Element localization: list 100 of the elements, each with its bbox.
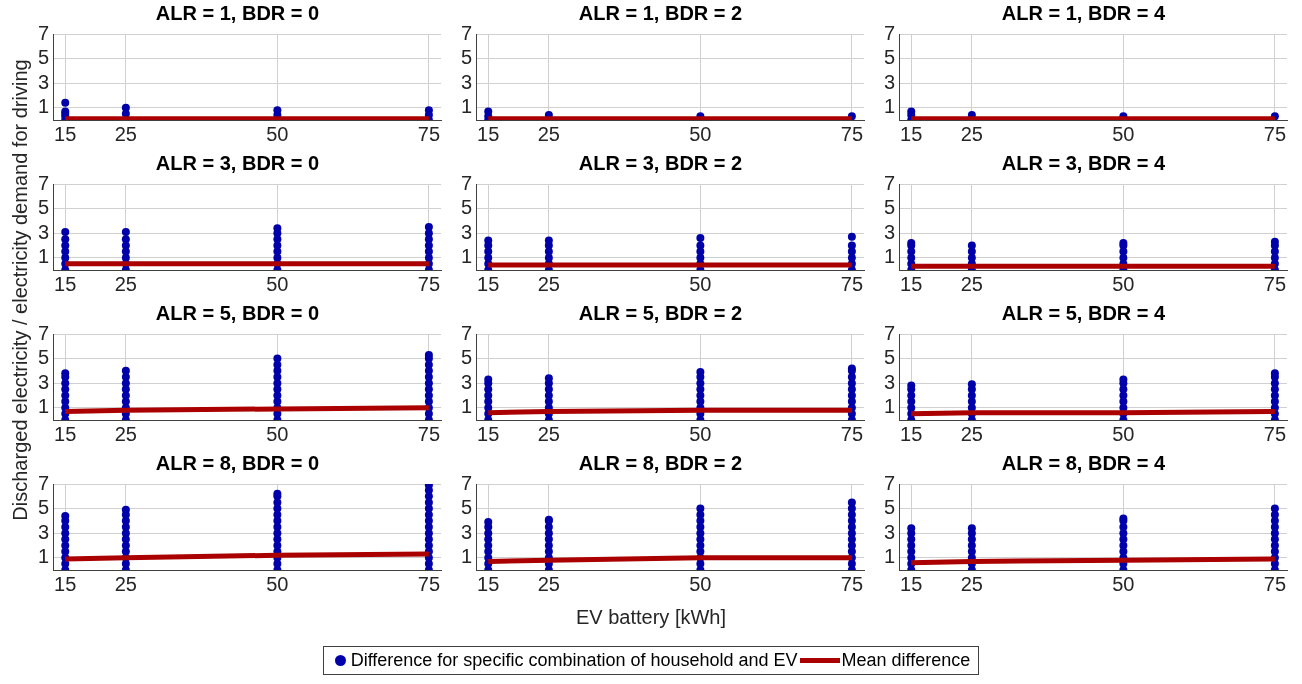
chart-title: ALR = 3, BDR = 2	[578, 151, 743, 174]
x-tick-label: 15	[477, 572, 500, 595]
x-tick-label: 25	[114, 422, 137, 445]
y-tick-label: 1	[884, 95, 896, 118]
y-tick-label: 5	[884, 346, 896, 369]
x-tick-label: 50	[1112, 422, 1135, 445]
y-tick-label: 7	[884, 471, 896, 494]
y-axis-title: Discharged electricity / electricity demand for driving	[8, 59, 32, 521]
x-tick-label: 25	[960, 572, 983, 595]
y-tick-label: 5	[884, 496, 896, 519]
chart-title: ALR = 5, BDR = 2	[578, 301, 743, 324]
x-tick-label: 75	[1263, 122, 1286, 145]
y-tick-label: 1	[461, 95, 473, 118]
y-tick-label: 1	[884, 395, 896, 418]
x-tick-label: 75	[417, 272, 440, 295]
y-tick-label: 3	[461, 370, 473, 393]
y-tick-label: 1	[38, 95, 50, 118]
x-tick-label: 75	[840, 122, 863, 145]
x-tick-label: 25	[114, 122, 137, 145]
x-tick-label: 25	[537, 572, 560, 595]
y-tick-label: 5	[461, 346, 473, 369]
chart-title: ALR = 3, BDR = 4	[1001, 151, 1167, 174]
x-tick-label: 50	[266, 572, 289, 595]
y-tick-label: 7	[38, 321, 50, 344]
x-tick-label: 50	[689, 122, 712, 145]
chart-title: ALR = 1, BDR = 4	[1001, 1, 1167, 24]
x-tick-label: 50	[266, 272, 289, 295]
y-tick-label: 3	[38, 220, 50, 243]
y-tick-label: 3	[38, 370, 50, 393]
y-tick-label: 3	[884, 520, 896, 543]
x-axis-title: EV battery [kWh]	[574, 606, 728, 629]
y-tick-label: 1	[38, 545, 50, 568]
y-tick-label: 3	[884, 70, 896, 93]
y-tick-label: 3	[884, 370, 896, 393]
x-tick-label: 25	[537, 422, 560, 445]
y-tick-label: 3	[461, 520, 473, 543]
chart-title: ALR = 1, BDR = 0	[155, 1, 320, 24]
x-tick-label: 25	[537, 122, 560, 145]
y-tick-label: 5	[884, 196, 896, 219]
y-tick-label: 1	[38, 395, 50, 418]
y-tick-label: 3	[884, 220, 896, 243]
x-tick-label: 15	[477, 422, 500, 445]
y-tick-label: 7	[884, 171, 896, 194]
y-tick-label: 3	[461, 70, 473, 93]
x-tick-label: 50	[1112, 572, 1135, 595]
chart-title: ALR = 5, BDR = 0	[155, 301, 320, 324]
y-tick-label: 5	[38, 196, 50, 219]
chart-title: ALR = 1, BDR = 2	[578, 1, 743, 24]
x-tick-label: 75	[417, 422, 440, 445]
y-tick-label: 5	[38, 46, 50, 69]
x-tick-label: 25	[960, 422, 983, 445]
y-tick-label: 5	[461, 46, 473, 69]
y-tick-label: 1	[884, 545, 896, 568]
x-tick-label: 25	[537, 272, 560, 295]
x-tick-label: 50	[689, 272, 712, 295]
y-tick-label: 7	[461, 471, 473, 494]
x-tick-label: 75	[1263, 422, 1286, 445]
x-tick-label: 25	[114, 572, 137, 595]
y-tick-label: 1	[461, 395, 473, 418]
chart-title: ALR = 8, BDR = 2	[578, 451, 743, 474]
legend-label: Mean difference	[841, 650, 971, 671]
x-tick-label: 75	[840, 572, 863, 595]
x-tick-label: 15	[900, 422, 923, 445]
y-tick-label: 3	[461, 220, 473, 243]
y-tick-label: 1	[461, 545, 473, 568]
x-tick-label: 50	[1112, 272, 1135, 295]
x-tick-label: 50	[689, 422, 712, 445]
x-tick-label: 15	[54, 572, 77, 595]
y-tick-label: 7	[38, 471, 50, 494]
y-tick-label: 7	[461, 171, 473, 194]
legend-label: Difference for specific combination of household and EV	[350, 650, 798, 671]
x-tick-label: 15	[900, 272, 923, 295]
chart-title: ALR = 5, BDR = 4	[1001, 301, 1167, 324]
x-tick-label: 75	[840, 422, 863, 445]
x-tick-label: 75	[1263, 572, 1286, 595]
y-tick-label: 1	[461, 245, 473, 268]
x-tick-label: 75	[417, 122, 440, 145]
chart-title: ALR = 3, BDR = 0	[155, 151, 320, 174]
y-tick-label: 3	[38, 520, 50, 543]
y-tick-label: 3	[38, 70, 50, 93]
x-tick-label: 50	[1112, 122, 1135, 145]
y-tick-label: 1	[884, 245, 896, 268]
y-tick-label: 7	[461, 321, 473, 344]
y-tick-label: 5	[884, 46, 896, 69]
x-tick-label: 75	[1263, 272, 1286, 295]
y-tick-label: 5	[38, 346, 50, 369]
x-tick-label: 50	[689, 572, 712, 595]
x-tick-label: 15	[900, 572, 923, 595]
y-tick-label: 7	[884, 21, 896, 44]
x-tick-label: 75	[417, 572, 440, 595]
x-tick-label: 15	[477, 122, 500, 145]
chart-title: ALR = 8, BDR = 4	[1001, 451, 1167, 474]
x-tick-label: 50	[266, 122, 289, 145]
chart-title: ALR = 8, BDR = 0	[155, 451, 320, 474]
y-tick-label: 7	[38, 21, 50, 44]
y-tick-label: 5	[461, 496, 473, 519]
x-tick-label: 25	[114, 272, 137, 295]
y-tick-label: 5	[38, 496, 50, 519]
x-tick-label: 15	[54, 422, 77, 445]
x-tick-label: 25	[960, 272, 983, 295]
